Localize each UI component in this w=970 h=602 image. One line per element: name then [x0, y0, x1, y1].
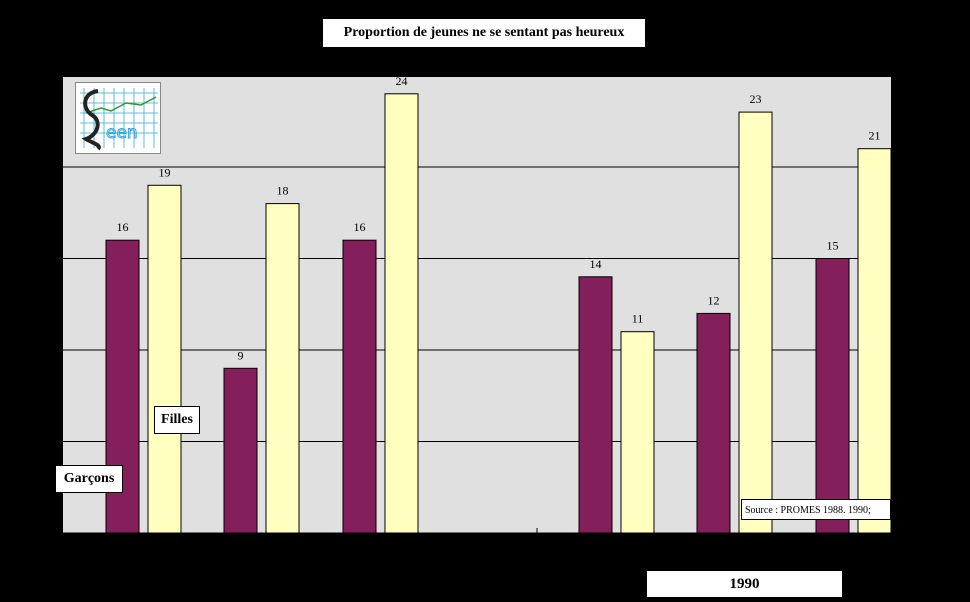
data-labels: 16 9 16 14 12 15 19 18 24 11 23 21: [117, 74, 881, 362]
bar-boys-4: [578, 276, 613, 534]
data-label: 23: [750, 92, 762, 106]
data-label: 9: [238, 348, 244, 362]
bar-boys-6: [815, 258, 850, 534]
bar-boys-3: [342, 239, 377, 534]
data-label: 15: [827, 239, 839, 253]
data-label: 12: [708, 293, 720, 307]
bar-girls-6: [857, 148, 892, 534]
bar-girls-3: [384, 93, 419, 534]
bar-girls-2: [265, 203, 300, 534]
data-label: 24: [396, 74, 408, 88]
bar-girls-5: [738, 111, 773, 534]
data-label: 11: [632, 312, 644, 326]
data-label: 16: [354, 220, 366, 234]
logo: een: [75, 82, 161, 154]
data-label: 21: [869, 129, 881, 143]
svg-text:een: een: [106, 123, 138, 143]
legend-boys: Garçons: [55, 465, 123, 493]
bar-boys-5: [696, 312, 731, 534]
legend-girls: Filles: [154, 406, 200, 434]
source-note: Source : PROMES 1988. 1990;: [741, 499, 891, 520]
bar-girls-1: [147, 184, 182, 534]
data-label: 18: [277, 184, 289, 198]
bar-girls-4: [620, 331, 655, 534]
data-label: 14: [590, 257, 602, 271]
chart-title: Proportion de jeunes ne se sentant pas h…: [323, 19, 645, 47]
bar-boys-2: [223, 367, 258, 534]
year-label: 1990: [647, 571, 842, 597]
data-label: 16: [117, 220, 129, 234]
data-label: 19: [159, 165, 171, 179]
